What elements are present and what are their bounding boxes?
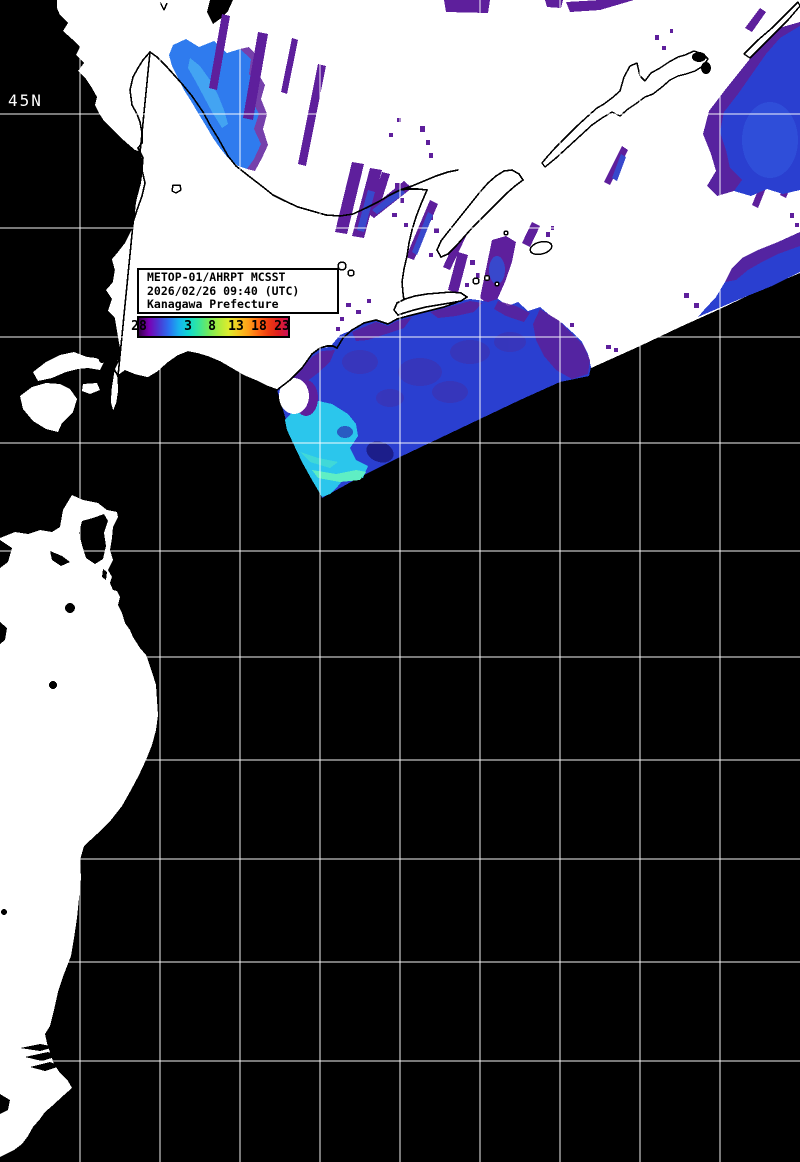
edge-wedge-3 (0, 1094, 10, 1114)
sst-right-lower-fringe (725, 232, 800, 282)
colorbar-tick: 8 (208, 319, 216, 334)
edge-island-mark (159, 1, 168, 11)
kunashir-island (541, 50, 709, 168)
colorbar-tick: 13 (228, 319, 244, 334)
bay-inlet (50, 551, 70, 566)
cloud-blob-b (82, 383, 100, 394)
islet-dot-4 (1, 909, 7, 915)
colorbar-tick: 3 (184, 319, 192, 334)
bay-sliver-3 (30, 1062, 60, 1071)
cloud-hole (279, 378, 309, 414)
lake-outline-1 (337, 261, 347, 271)
edge-wedge-1 (0, 540, 12, 568)
sst-okhotsk-core (188, 58, 228, 128)
cloud-blob-a (20, 383, 77, 432)
cloud-notch-top (207, 0, 233, 24)
sst-okhotsk-fringe (240, 47, 268, 171)
sst-right-upper-fringe (703, 22, 800, 196)
kunashir-tip-blob-1 (692, 52, 706, 62)
latitude-label: 45N (8, 91, 43, 110)
islet-dot-3 (63, 377, 69, 383)
habomai-islet-1 (472, 277, 480, 285)
lake-outline-2 (347, 269, 355, 277)
info-line-datetime: 2026/02/26 09:40 (UTC) (147, 283, 300, 298)
coastlines (104, 51, 524, 414)
info-box: METOP-01/AHRPT MCSST 2026/02/26 09:40 (U… (137, 268, 339, 314)
bay-sliver-2 (25, 1052, 58, 1061)
edge-wedge-2 (0, 622, 7, 644)
colorbar-tick: 23 (274, 319, 290, 334)
islands (159, 1, 800, 287)
coast-curl (102, 569, 107, 580)
sst-green-streak-1 (312, 470, 366, 482)
sst-right-upper-core (742, 102, 798, 178)
islet-dot-2 (106, 363, 110, 367)
shibotsu-island (529, 240, 553, 256)
info-line-product: METOP-01/AHRPT MCSST (147, 270, 286, 284)
bay-sliver-1 (20, 1044, 55, 1051)
kunashir-tip-blob-2 (701, 62, 711, 74)
habomai-islet-3 (494, 281, 500, 287)
islet-dot-1 (99, 357, 105, 363)
sst-main-blob (277, 299, 591, 498)
small-islet-4 (503, 230, 509, 236)
sst-green-streak-2 (300, 452, 338, 468)
land-honshu-strip (0, 495, 158, 1157)
colorbar-gradient (139, 318, 288, 336)
colorbar-tick: 18 (251, 319, 267, 334)
colorbar: 3 8 13 18 23 28 (131, 316, 290, 338)
sst-navy-spot (366, 441, 394, 463)
sst-data (169, 0, 800, 498)
okhotsk-north-coast (399, 169, 459, 191)
sst-main-mottle (287, 301, 590, 389)
info-line-region: Kanagawa Prefecture (147, 297, 279, 311)
rishiri-island (171, 184, 182, 194)
habomai-islet-2 (483, 274, 491, 282)
sst-streak-blue-cores (357, 154, 626, 284)
sst-navy-spot-2 (337, 426, 353, 438)
colorbar-tick: 28 (131, 319, 147, 334)
nemuro-peninsula (393, 291, 468, 316)
iturup-island (743, 1, 800, 59)
lake-dot-2 (49, 681, 57, 689)
lake-dot-1 (65, 603, 75, 613)
cloud-band (33, 352, 104, 381)
